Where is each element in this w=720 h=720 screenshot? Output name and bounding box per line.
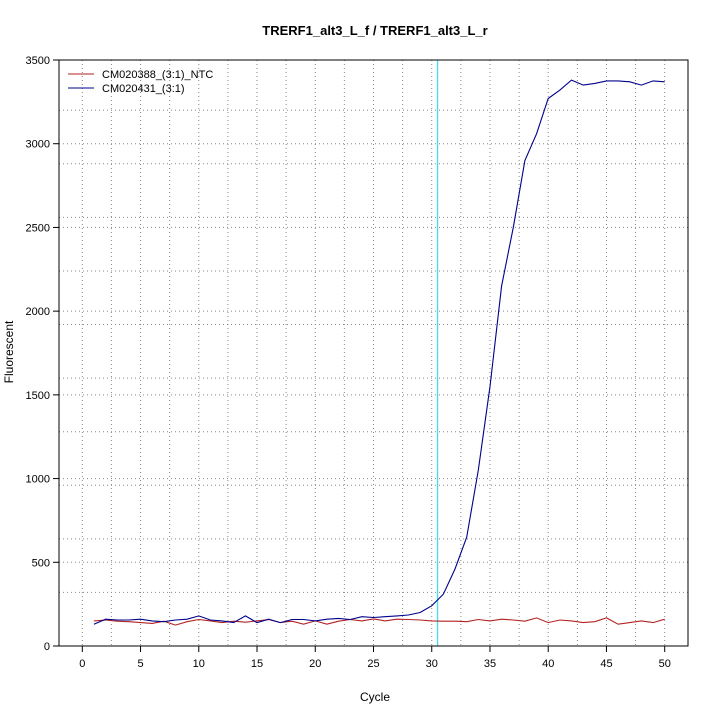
legend-label: CM020388_(3:1)_NTC bbox=[102, 69, 213, 81]
chart-title: TRERF1_alt3_L_f / TRERF1_alt3_L_r bbox=[262, 23, 487, 38]
x-tick-label: 50 bbox=[659, 658, 671, 670]
x-tick-label: 5 bbox=[137, 658, 143, 670]
y-tick-label: 3500 bbox=[26, 55, 50, 67]
y-tick-label: 0 bbox=[44, 641, 50, 653]
series-line-1 bbox=[93, 617, 665, 626]
x-tick-label: 45 bbox=[600, 658, 612, 670]
plot-frame bbox=[58, 59, 689, 647]
y-tick-label: 1500 bbox=[26, 390, 50, 402]
x-tick-label: 20 bbox=[309, 658, 321, 670]
x-tick-label: 30 bbox=[426, 658, 438, 670]
y-axis-title: Fluorescent bbox=[2, 320, 16, 383]
x-tick-label: 40 bbox=[542, 658, 554, 670]
y-tick-label: 2000 bbox=[26, 306, 50, 318]
x-tick-label: 10 bbox=[193, 658, 205, 670]
y-tick-label: 2500 bbox=[26, 222, 50, 234]
x-axis-title: Cycle bbox=[360, 690, 390, 704]
x-tick-label: 35 bbox=[484, 658, 496, 670]
legend-label: CM020431_(3:1) bbox=[102, 83, 185, 95]
y-tick-label: 500 bbox=[32, 557, 50, 569]
x-tick-label: 25 bbox=[367, 658, 379, 670]
x-tick-label: 0 bbox=[79, 658, 85, 670]
y-tick-label: 3000 bbox=[26, 139, 50, 151]
series-line-2 bbox=[93, 79, 665, 625]
y-tick-label: 1000 bbox=[26, 474, 50, 486]
x-tick-label: 15 bbox=[251, 658, 263, 670]
